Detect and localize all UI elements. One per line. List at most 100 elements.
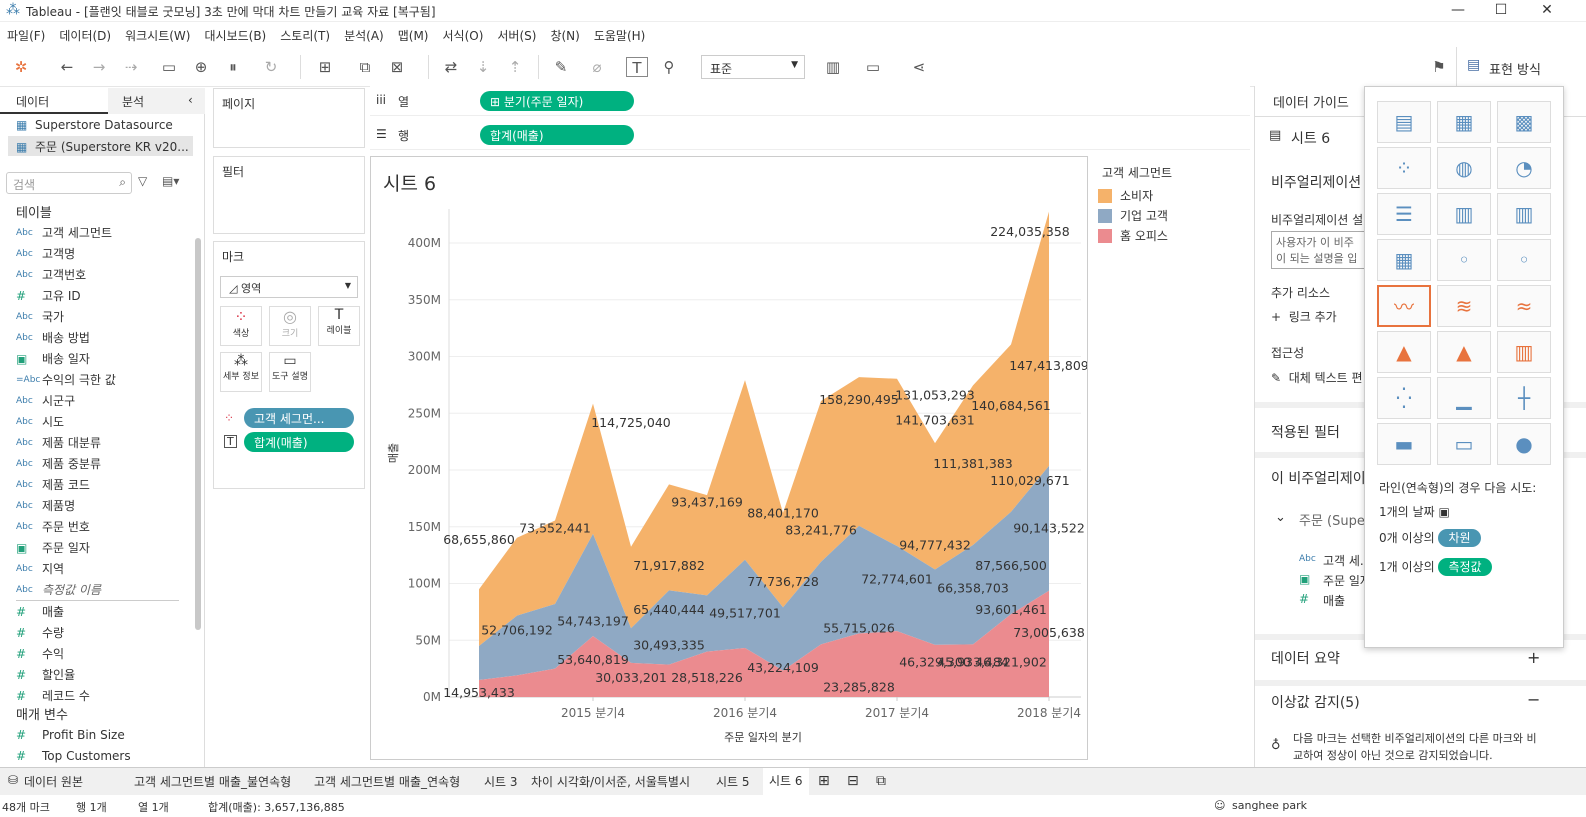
dimension-field[interactable]: Abc 국가: [0, 306, 195, 327]
detail-button[interactable]: ⁂ 세부 정보: [220, 352, 262, 392]
new-sheet-icon[interactable]: ⊞: [818, 773, 830, 789]
show-labels-icon[interactable]: T: [626, 57, 648, 77]
menu-item[interactable]: 분석(A): [344, 29, 384, 43]
dimension-field[interactable]: Abc 제품 중분류: [0, 453, 195, 474]
label-button[interactable]: T 레이블: [318, 306, 360, 346]
menu-item[interactable]: 서버(S): [497, 29, 537, 43]
scrollbar[interactable]: [195, 238, 201, 630]
dimension-field[interactable]: Abc 시도: [0, 411, 195, 432]
plus-icon[interactable]: +: [1527, 648, 1541, 667]
dimension-field[interactable]: Abc 고객명: [0, 243, 195, 264]
dimension-field[interactable]: ▣ 주문 일자: [0, 537, 195, 558]
menu-item[interactable]: 맵(M): [397, 29, 429, 43]
new-datasource-icon[interactable]: ⊕: [194, 58, 208, 76]
dimension-field[interactable]: Abc 배송 방법: [0, 327, 195, 348]
chart-type-text-table[interactable]: ▤: [1377, 101, 1431, 143]
duplicate-sheet-icon[interactable]: ⧉: [359, 58, 371, 76]
add-link-button[interactable]: + 링크 추가: [1271, 308, 1337, 325]
measure-field[interactable]: # 할인율: [0, 664, 195, 685]
sheet-tab[interactable]: 시트 6: [763, 768, 809, 795]
minus-icon[interactable]: −: [1527, 690, 1541, 709]
chart-type-discrete-lines[interactable]: ≋: [1437, 285, 1491, 327]
clear-sheet-icon[interactable]: ⊠: [390, 58, 404, 76]
search-input[interactable]: 검색 ⌕: [6, 172, 132, 194]
presentation-icon[interactable]: ▭: [865, 58, 881, 76]
chart-type-dual-lines[interactable]: ≈: [1497, 285, 1551, 327]
dimension-field[interactable]: Abc 제품 코드: [0, 474, 195, 495]
chart-type-highlight-table[interactable]: ▩: [1497, 101, 1551, 143]
parameter-field[interactable]: # Top Customers: [0, 745, 195, 766]
sort-asc-icon[interactable]: ⇣: [476, 58, 490, 76]
columns-shelf[interactable]: iii 열 ⊞ 분기(주문 일자): [370, 86, 1250, 116]
fix-axes-icon[interactable]: ⚲: [663, 58, 675, 76]
dimension-field[interactable]: Abc 고객 세그먼트: [0, 222, 195, 243]
chart-type-continuous-lines[interactable]: 〰: [1377, 285, 1431, 327]
worksheet-view[interactable]: 시트 6 0M 50M 100M 150M 200M 250M 300M 350M 400M 매출…: [370, 156, 1088, 760]
chart-type-side-by-side-bars[interactable]: ▥: [1497, 193, 1551, 235]
chart-type-area-discrete[interactable]: ▲: [1437, 331, 1491, 373]
maximize-button[interactable]: ☐: [1494, 2, 1508, 18]
measure-field[interactable]: # 레코드 수: [0, 685, 195, 706]
legend-item[interactable]: 기업 고객: [1098, 207, 1168, 224]
refresh-icon[interactable]: ↻: [264, 58, 278, 76]
status-user[interactable]: sanghee park: [1232, 799, 1308, 812]
chart-type-dual-combination[interactable]: ▥: [1497, 331, 1551, 373]
collapse-icon[interactable]: ‹: [188, 93, 193, 107]
filter-icon[interactable]: ▽: [138, 174, 148, 188]
pin-icon[interactable]: ⚑: [1432, 58, 1446, 76]
dimension-field[interactable]: ▣ 배송 일자: [0, 348, 195, 369]
chart-type-side-by-side-circles[interactable]: ◦: [1497, 239, 1551, 281]
measure-field[interactable]: # 수량: [0, 622, 195, 643]
redo-icon[interactable]: →: [92, 58, 106, 76]
legend-item[interactable]: 홈 오피스: [1098, 227, 1168, 244]
sheet-tab[interactable]: 고객 세그먼트별 매출_연속형: [314, 775, 461, 789]
menu-item[interactable]: 워크시트(W): [125, 29, 191, 43]
chart-type-stacked-bars[interactable]: ▥: [1437, 193, 1491, 235]
undo-icon[interactable]: ←: [60, 58, 74, 76]
chart-type-heat-map[interactable]: ▦: [1437, 101, 1491, 143]
description-input[interactable]: 사용자가 이 비주 이 되는 설명을 입: [1271, 231, 1366, 269]
chart-type-circle-views[interactable]: ◦: [1437, 239, 1491, 281]
chart-type-filled-map[interactable]: ◍: [1437, 147, 1491, 189]
pause-updates-icon[interactable]: ⏸: [229, 58, 237, 76]
alt-text-button[interactable]: ✎ 대체 텍스트 편: [1271, 369, 1363, 386]
menu-item[interactable]: 파일(F): [7, 29, 46, 43]
menu-item[interactable]: 도움말(H): [593, 29, 646, 43]
chart-type-scatter-plot[interactable]: ⁛: [1377, 377, 1431, 419]
label-pill[interactable]: 합계(매출): [244, 432, 354, 452]
tableau-start-icon[interactable]: ✲: [14, 58, 28, 76]
dimension-field[interactable]: Abc 측정값 이름: [0, 579, 195, 600]
save-icon[interactable]: ▭: [161, 58, 177, 76]
group-icon[interactable]: ⌀: [592, 58, 602, 76]
close-button[interactable]: ✕: [1541, 2, 1553, 18]
menu-item[interactable]: 창(N): [550, 29, 580, 43]
chart-type-area-continuous[interactable]: ▲: [1377, 331, 1431, 373]
dimension-field[interactable]: # 고유 ID: [0, 285, 195, 306]
view-options-icon[interactable]: ▤▾: [162, 174, 180, 188]
mark-type-dropdown[interactable]: ◿ 영역 ▼: [220, 276, 358, 298]
color-button[interactable]: ⁘ 색상: [220, 306, 262, 346]
sheet-tab[interactable]: 시트 3: [484, 775, 518, 789]
datasource-tab[interactable]: 데이터 원본: [24, 775, 84, 789]
measure-field[interactable]: # 수익: [0, 643, 195, 664]
size-button[interactable]: ◎ 크기: [269, 306, 311, 346]
chart-type-gantt[interactable]: ▬: [1377, 423, 1431, 465]
fit-dropdown[interactable]: 표준 ▼: [701, 55, 805, 79]
sheet-tab[interactable]: 시트 5: [716, 775, 750, 789]
swap-icon[interactable]: ⇄: [444, 58, 458, 76]
show-cards-icon[interactable]: ▥: [825, 58, 841, 76]
tooltip-button[interactable]: ▭ 도구 설명: [269, 352, 311, 392]
color-pill[interactable]: 고객 세그먼...: [244, 408, 354, 428]
measure-field[interactable]: # 매출: [0, 601, 195, 622]
sort-desc-icon[interactable]: ⇡: [508, 58, 522, 76]
datasource-item[interactable]: ▦ Superstore Datasource: [16, 118, 173, 132]
datasource-item-selected[interactable]: ▦ 주문 (Superstore KR v20...: [8, 136, 193, 156]
tab-data[interactable]: 데이터: [16, 95, 50, 109]
menu-item[interactable]: 스토리(T): [280, 29, 331, 43]
redo-menu-icon[interactable]: ⇢: [124, 58, 138, 76]
sheet-tab[interactable]: 차이 시각화/이서준, 서울특별시: [531, 775, 691, 789]
chart-type-packed-bubbles[interactable]: ●: [1497, 423, 1551, 465]
parameter-field[interactable]: # Profit Bin Size: [0, 724, 195, 745]
tab-analysis[interactable]: 분석: [122, 95, 145, 109]
